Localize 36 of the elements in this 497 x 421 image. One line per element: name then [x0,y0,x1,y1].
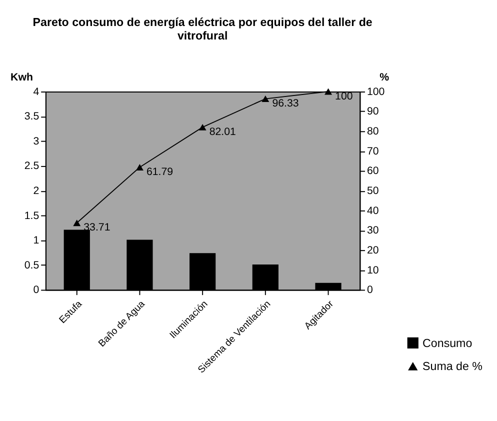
y-tick-label: 3 [33,135,40,148]
point [73,220,81,226]
y2-tick-label: 40 [366,204,379,217]
y2-tick-label: 50 [366,185,379,198]
text: vitrofural [177,29,228,42]
y2-tick-label: 80 [366,126,379,138]
legend-label: Suma de % [422,360,482,373]
y-tick-label: 2.5 [24,160,40,172]
point [324,88,332,95]
y2-tick-label: 0 [366,284,373,296]
y2-tick-label: 70 [366,145,379,158]
y-tick-label: 3.5 [24,110,40,123]
y-tick-label: 4 [33,86,40,98]
point [136,164,144,171]
y-tick-label: 1.5 [24,210,40,222]
y-tick-label: 0.5 [24,259,40,272]
data-label: 96.33 [272,98,299,110]
y2-axis-title: % [380,71,390,84]
data-label: 82.01 [209,126,236,138]
y2-tick-label: 100 [366,86,385,98]
text: Pareto consumo de energía eléctrica por equipos del taller de [32,16,372,29]
y-tick-label: 1 [33,234,40,247]
y2-tick-label: 90 [366,106,379,118]
y-tick-label: 0 [33,284,40,296]
data-label: 100 [335,90,353,102]
legend-label: Consumo [422,336,472,350]
y2-tick-label: 60 [366,165,379,178]
point [198,124,206,130]
y2-tick-label: 10 [366,264,379,276]
point [262,96,270,102]
data-label: 61.79 [146,166,174,178]
y2-tick-label: 30 [366,224,379,237]
y2-tick-label: 20 [366,244,379,256]
data-label: 33.71 [84,222,110,234]
y-tick-label: 2 [33,185,40,198]
y-axis-title: Kwh [10,71,33,84]
